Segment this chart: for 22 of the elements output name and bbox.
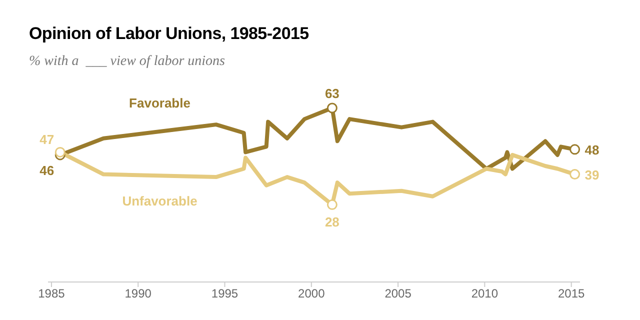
x-tick-label: 1995 <box>211 286 238 301</box>
data-label: 47 <box>40 132 54 148</box>
point <box>570 144 580 155</box>
data-label: 39 <box>584 167 600 182</box>
chart-title: Opinion of Labor Unions, 1985-2015 <box>29 24 309 44</box>
point <box>570 169 580 180</box>
chart-subtitle: % with a ___ view of labor unions <box>29 54 225 70</box>
point <box>326 102 338 114</box>
data-label: 46 <box>40 162 54 178</box>
x-tick-label: 2015 <box>558 286 586 301</box>
series-label: Favorable <box>129 95 190 110</box>
x-tick-label: 1990 <box>124 286 152 301</box>
point <box>54 146 66 158</box>
x-tick-label: 2010 <box>471 286 498 301</box>
data-label: 28 <box>324 214 340 230</box>
data-label: 63 <box>324 86 340 101</box>
data-label: 48 <box>584 142 600 158</box>
x-tick-label: 1985 <box>38 286 66 301</box>
point <box>326 199 338 210</box>
x-tick-label: 2000 <box>298 286 326 301</box>
series-label: Unfavorable <box>122 194 198 209</box>
x-tick-label: 2005 <box>384 286 412 301</box>
